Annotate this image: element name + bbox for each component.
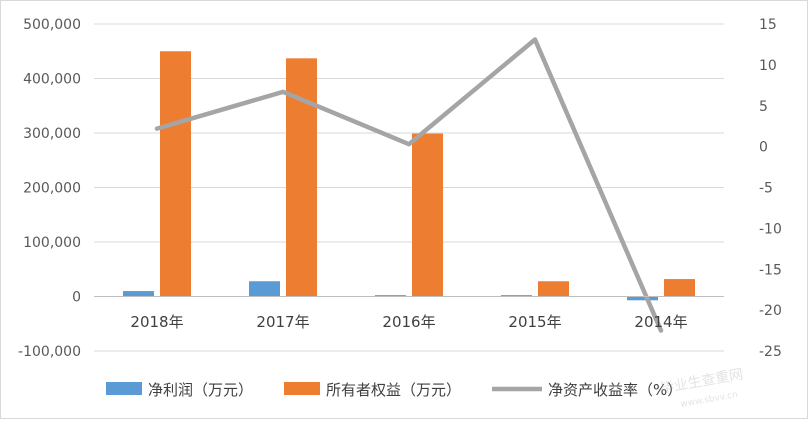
- legend: 净利润（万元） 所有者权益（万元） 净资产收益率（%）: [106, 381, 682, 399]
- right-tick-label: -10: [759, 221, 782, 237]
- left-tick-label: 100,000: [23, 235, 81, 251]
- right-tick-label: -15: [759, 262, 782, 278]
- bar-equity-2: [412, 133, 443, 297]
- bar-net-profit-0: [123, 291, 154, 297]
- right-tick-label: 0: [759, 140, 768, 156]
- right-tick-label: -5: [759, 181, 773, 197]
- left-y-axis: -100,000 0 100,000 200,000 300,000 400,000 500…: [18, 17, 81, 360]
- x-tick-label: 2018年: [130, 313, 183, 331]
- bar-net-profit-4: [627, 296, 658, 301]
- watermark-url: www.sbvv.cn: [680, 390, 739, 410]
- legend-swatch-1: [284, 382, 320, 395]
- left-tick-label: 500,000: [23, 17, 81, 33]
- left-tick-label: 400,000: [23, 72, 81, 88]
- x-tick-label: 2017年: [256, 313, 309, 331]
- legend-swatch-0: [106, 382, 142, 395]
- x-tick-label: 2016年: [382, 313, 435, 331]
- bar-net-profit-3: [501, 295, 532, 297]
- right-tick-label: -20: [759, 303, 782, 319]
- right-tick-label: 10: [759, 58, 777, 74]
- bar-series-group: [123, 51, 695, 301]
- right-tick-label: 15: [759, 17, 777, 33]
- right-tick-label: -25: [759, 344, 782, 360]
- legend-label-1: 所有者权益（万元）: [326, 381, 461, 399]
- bar-equity-4: [664, 279, 695, 297]
- line-series-group: [154, 37, 664, 333]
- x-tick-label: 2015年: [508, 313, 561, 331]
- left-tick-label: 300,000: [23, 126, 81, 142]
- right-y-axis: -25 -20 -15 -10 -5 0 5 10 15: [759, 17, 782, 360]
- left-tick-label: 0: [72, 290, 81, 306]
- legend-label-2: 净资产收益率（%）: [548, 381, 682, 399]
- legend-label-0: 净利润（万元）: [148, 381, 253, 399]
- right-tick-label: 5: [759, 99, 768, 115]
- x-tick-label: 2014年: [634, 313, 687, 331]
- watermark: 毕业生查重网 www.sbvv.cn: [659, 367, 745, 410]
- x-axis: 2018年 2017年 2016年 2015年 2014年: [94, 296, 724, 331]
- bar-equity-3: [538, 281, 569, 297]
- bar-equity-0: [160, 51, 191, 297]
- bar-net-profit-2: [375, 295, 406, 297]
- line-roe: [154, 37, 664, 333]
- left-tick-label: -100,000: [18, 344, 81, 360]
- bar-net-profit-1: [249, 281, 280, 297]
- left-tick-label: 200,000: [23, 181, 81, 197]
